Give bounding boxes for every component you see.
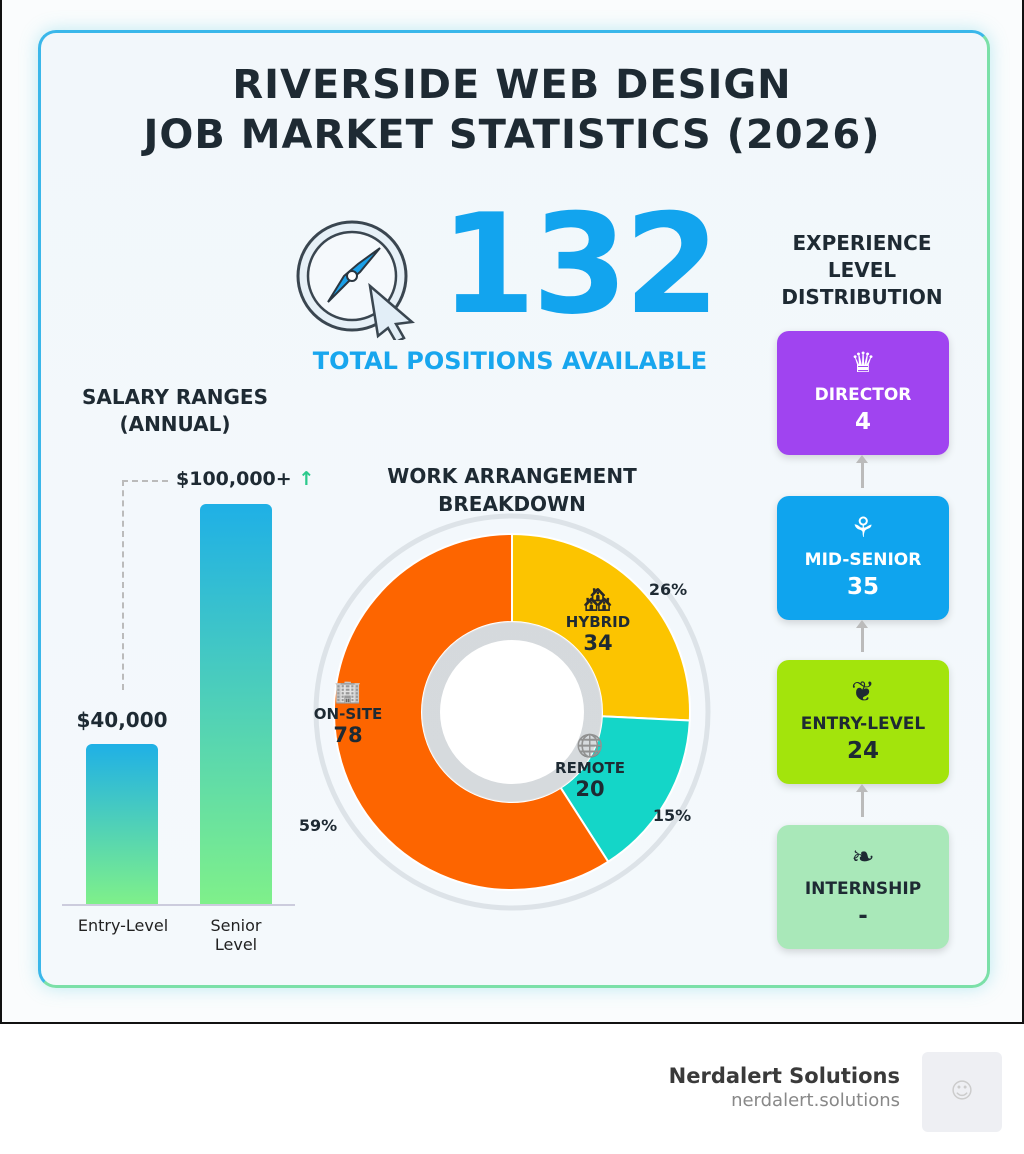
slice-value: 20	[575, 777, 605, 801]
slice-percent-remote: 15%	[652, 806, 692, 825]
slice-name: HYBRID	[565, 613, 631, 631]
compass-cursor-icon	[296, 220, 415, 340]
salary-axis	[62, 904, 295, 906]
slice-hybrid	[511, 532, 691, 722]
outer-ring	[313, 513, 711, 911]
footer-url[interactable]: nerdalert.solutions	[731, 1090, 900, 1111]
salary-chart-title: SALARY RANGES (ANNUAL)	[82, 385, 268, 436]
dashed-connector	[122, 480, 168, 690]
slice-name: ON-SITE	[313, 705, 383, 723]
up-arrow-icon	[856, 784, 868, 817]
logo-icon: ☺	[922, 1052, 1002, 1132]
data-label-senior-text: $100,000+	[176, 468, 292, 490]
footer-company: Nerdalert Solutions	[668, 1064, 900, 1088]
total-positions-value: 132	[440, 184, 720, 345]
building-house-icon: 🏘	[584, 588, 612, 613]
level-label: DIRECTOR	[814, 385, 912, 405]
level-label: INTERNSHIP	[804, 879, 922, 899]
office-building-icon: 🏢	[334, 680, 362, 705]
sprout-icon: ❦	[851, 675, 875, 708]
globe-wifi-icon: 🌐	[576, 734, 604, 759]
slice-label-hybrid: 🏘 HYBRID 34	[548, 588, 648, 655]
level-entry-level: ❦ ENTRY-LEVEL 24	[777, 660, 949, 784]
title-line-1: RIVERSIDE WEB DESIGN	[232, 62, 792, 108]
up-arrow-icon	[856, 455, 868, 488]
tick-label-entry-level: Entry-Level	[77, 916, 169, 935]
experience-title: EXPERIENCE LEVEL DISTRIBUTION	[781, 231, 943, 309]
tick-label-senior-level: Senior Level	[210, 916, 262, 954]
slice-percent-hybrid: 26%	[648, 580, 688, 599]
slice-name: REMOTE	[555, 759, 625, 777]
slice-remote	[559, 715, 691, 864]
level-internship: ❧ INTERNSHIP -	[777, 825, 949, 949]
slice-on-site	[333, 532, 610, 891]
level-director: ♛ DIRECTOR 4	[777, 331, 949, 455]
level-value: 4	[854, 409, 871, 435]
level-value: -	[858, 903, 868, 929]
slice-label-remote: 🌐 REMOTE 20	[540, 734, 640, 801]
data-label-entry-level: $40,000	[76, 708, 168, 732]
level-label: ENTRY-LEVEL	[800, 714, 926, 734]
work-chart-title: WORK ARRANGEMENT BREAKDOWN	[387, 464, 637, 516]
slice-value: 78	[333, 723, 363, 747]
bar-senior-level	[200, 504, 272, 904]
title-line-2: JOB MARKET STATISTICS (2026)	[143, 112, 881, 158]
level-value: 24	[846, 738, 879, 764]
up-arrow-icon: ↑	[298, 468, 315, 490]
crown-icon: ♛	[850, 346, 876, 379]
slice-label-on-site: 🏢 ON-SITE 78	[298, 680, 398, 747]
slice-percent-on-site: 59%	[298, 816, 338, 835]
total-positions-label: TOTAL POSITIONS AVAILABLE	[312, 347, 708, 375]
up-arrow-icon	[856, 620, 868, 652]
level-label: MID-SENIOR	[804, 550, 922, 570]
donut-hole	[440, 640, 584, 784]
level-value: 35	[846, 574, 879, 600]
tree-icon: ⚘	[850, 511, 876, 544]
leaf-icon: ❧	[851, 840, 875, 873]
bar-entry-level	[86, 744, 158, 904]
level-mid-senior: ⚘ MID-SENIOR 35	[777, 496, 949, 620]
data-label-senior-level: $100,000+ ↑	[176, 468, 326, 490]
slice-value: 34	[583, 631, 613, 655]
work-arrangement-donut	[313, 513, 711, 911]
